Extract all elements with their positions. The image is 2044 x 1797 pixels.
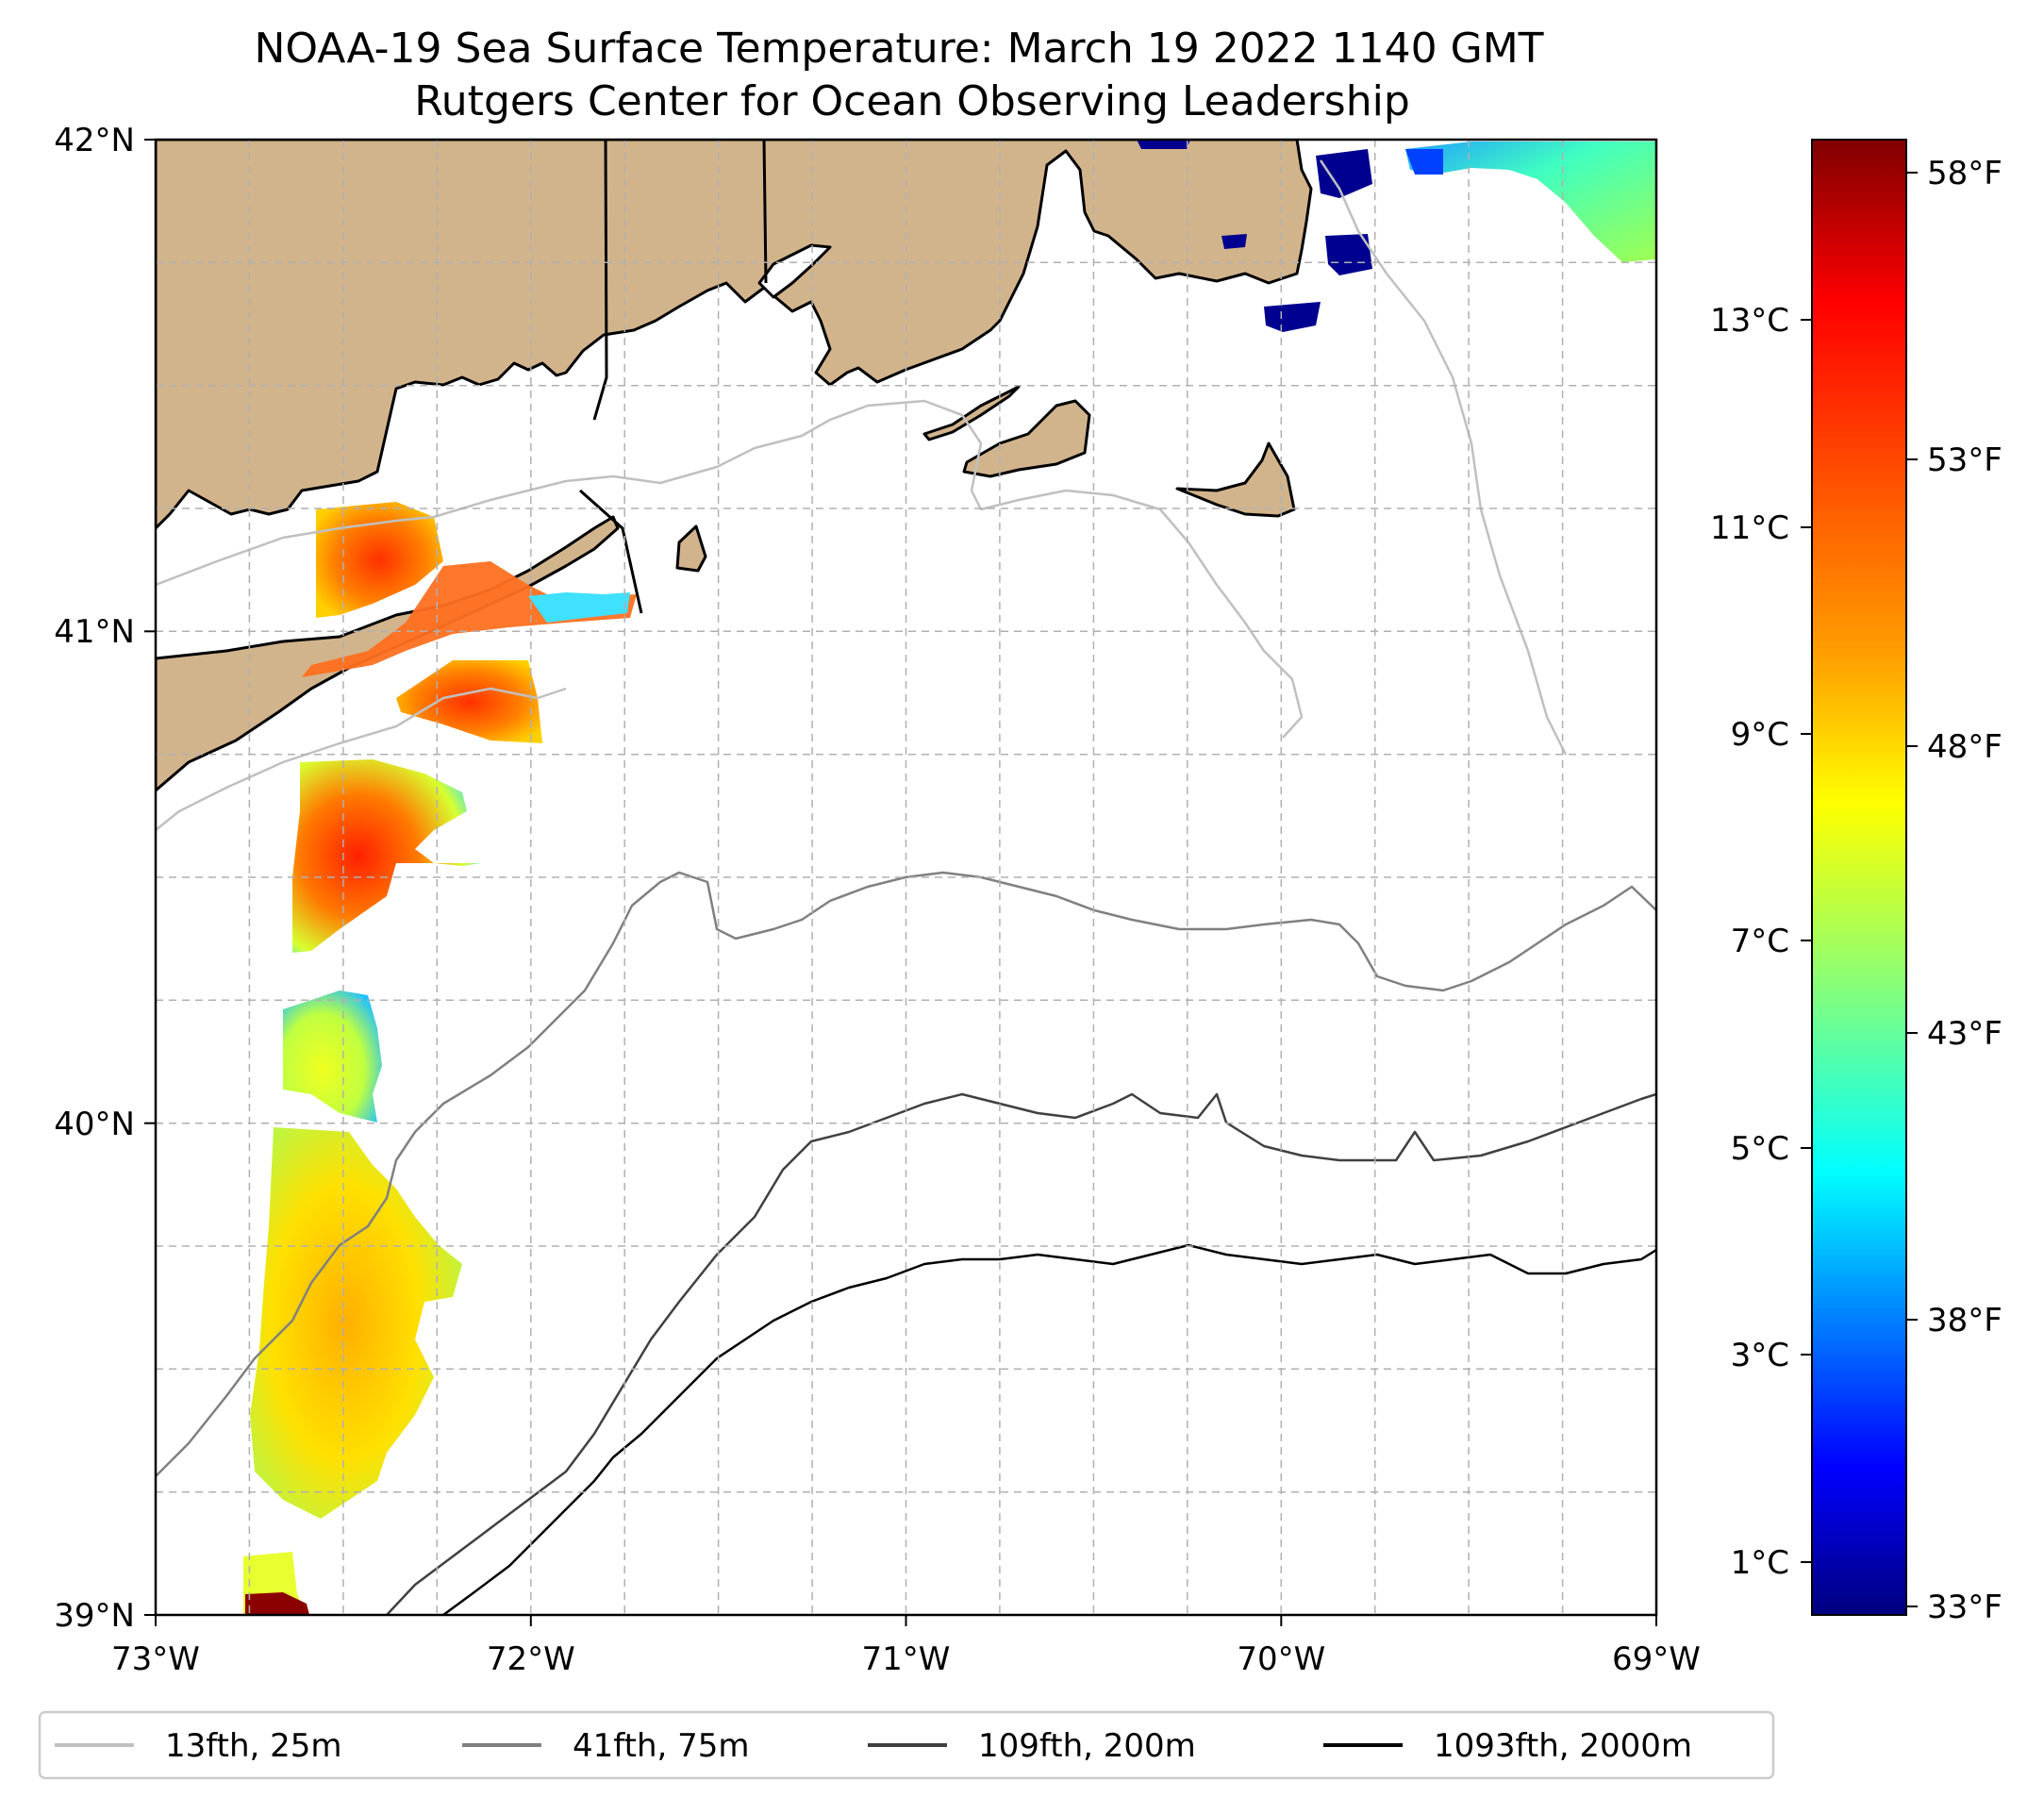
colorbar-c-label-7: 7°C: [1731, 923, 1789, 960]
legend-label-200m: 109fth, 200m: [978, 1727, 1196, 1765]
colorbar-f-label-58: 58°F: [1927, 155, 2002, 192]
contour-75m: [156, 871, 1656, 1477]
sst-patch-cold-2: [1325, 234, 1372, 275]
sst-patch-ne-corner: [1405, 141, 1656, 262]
legend-label-75m: 41fth, 75m: [573, 1727, 750, 1765]
sst-patch-lis: [316, 502, 443, 618]
colorbar-c-label-5: 5°C: [1731, 1130, 1789, 1168]
map-title-line1: NOAA-19 Sea Surface Temperature: March 1…: [254, 25, 1543, 73]
legend-label-25m: 13fth, 25m: [165, 1727, 342, 1765]
sst-patch-cold-5: [1137, 140, 1190, 149]
sst-patch-southshore: [396, 660, 542, 743]
y-tick-label-40n: 40°N: [54, 1106, 135, 1143]
sst-patch-lis-cyan: [528, 592, 630, 623]
sst-patch-shelf-5: [245, 1592, 309, 1615]
colorbar-c-label-1: 1°C: [1731, 1544, 1789, 1582]
colorbar-ticks: [1801, 172, 1918, 1607]
contour-200m: [386, 1092, 1656, 1615]
colorbar: [1811, 139, 1907, 1616]
x-tick-label-69w: 69°W: [1612, 1640, 1701, 1678]
colorbar-f-label-48: 48°F: [1927, 728, 2002, 766]
colorbar-c-label-11: 11°C: [1710, 509, 1789, 547]
state-borders: [579, 140, 768, 614]
sst-patches: [243, 140, 1656, 1615]
colorbar-f-label-33: 33°F: [1927, 1589, 2002, 1626]
gridlines: [156, 140, 1656, 1615]
x-tick-label-70w: 70°W: [1237, 1640, 1325, 1678]
colorbar-f-label-53: 53°F: [1927, 441, 2002, 479]
y-tick-label-42n: 42°N: [54, 122, 135, 159]
contour-2000m: [442, 1243, 1656, 1615]
sst-patch-cold-1: [1316, 149, 1372, 198]
map-panel: [156, 140, 1656, 1615]
sst-patch-cold-4: [1221, 234, 1247, 249]
axis-ticks: [144, 139, 1657, 1626]
legend-label-2000m: 1093fth, 2000m: [1434, 1727, 1692, 1765]
colorbar-c-label-9: 9°C: [1731, 716, 1789, 754]
y-tick-label-39n: 39°N: [54, 1597, 135, 1635]
sst-patch-ne-blue: [1405, 149, 1443, 175]
colorbar-f-label-38: 38°F: [1927, 1302, 2002, 1339]
contour-legend: 13fth, 25m 41fth, 75m 109fth, 200m 1093f…: [38, 1710, 1775, 1780]
bathymetry-contours: [156, 159, 1656, 1615]
colorbar-c-label-13: 13°C: [1710, 302, 1789, 340]
sst-patch-shelf-3: [250, 1127, 462, 1519]
sst-patch-lis-east: [302, 561, 637, 677]
map-title-line2: Rutgers Center for Ocean Observing Leade…: [414, 77, 1410, 125]
y-tick-label-41n: 41°N: [54, 613, 135, 651]
colorbar-f-label-43: 43°F: [1927, 1015, 2002, 1053]
sst-patch-cold-3: [1264, 302, 1321, 332]
x-tick-label-73w: 73°W: [111, 1640, 200, 1678]
x-tick-label-71w: 71°W: [862, 1640, 951, 1678]
x-tick-label-72w: 72°W: [487, 1640, 575, 1678]
sst-patch-shelf-2: [283, 990, 382, 1123]
colorbar-c-label-3: 3°C: [1731, 1337, 1789, 1374]
sst-patch-shelf-1: [292, 759, 481, 953]
contour-25m: [156, 159, 1568, 831]
